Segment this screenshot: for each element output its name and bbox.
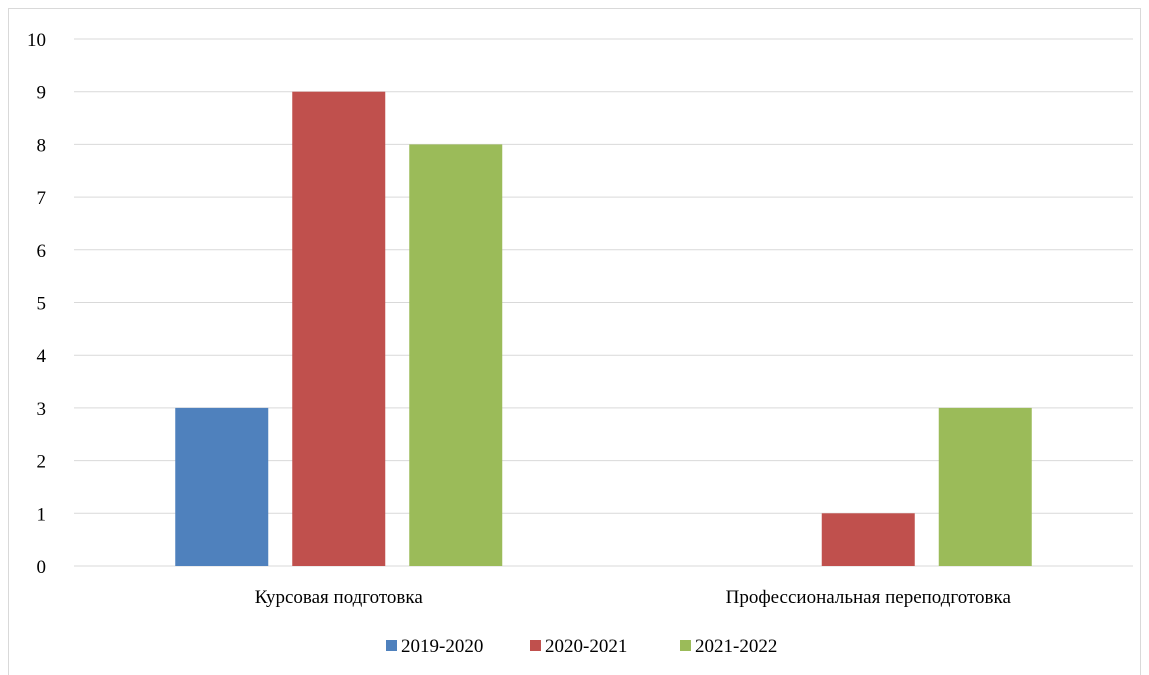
y-axis-ticks: 0 1 2 3 4 5 6 7 8 9 10 <box>27 30 47 578</box>
bar-2019-2020-0 <box>175 407 269 566</box>
y-tick-label: 4 <box>37 346 47 367</box>
bar-2020-2021-0 <box>292 91 386 566</box>
y-tick-label: 0 <box>37 557 47 578</box>
y-tick-label: 6 <box>37 241 47 262</box>
y-tick-label: 7 <box>37 188 47 209</box>
x-category-label: Курсовая подготовка <box>255 587 424 608</box>
bar-2020-2021-1 <box>821 513 915 566</box>
y-tick-label: 1 <box>37 504 47 525</box>
x-axis-categories: Курсовая подготовка Профессиональная пере… <box>255 587 1012 608</box>
x-category-label: Профессиональная переподготовка <box>726 587 1012 608</box>
bar-2021-2022-1 <box>938 407 1032 566</box>
legend: 2019-2020 2020-2021 2021-2022 <box>386 636 777 657</box>
legend-swatch <box>530 640 541 651</box>
y-tick-label: 3 <box>37 399 47 420</box>
y-tick-label: 2 <box>37 452 47 473</box>
legend-label: 2021-2022 <box>695 636 777 657</box>
bars <box>175 91 1032 566</box>
legend-swatch <box>386 640 397 651</box>
y-tick-label: 5 <box>37 294 47 315</box>
y-tick-label: 10 <box>27 30 46 51</box>
y-tick-label: 9 <box>37 83 47 104</box>
chart-frame <box>8 8 1141 675</box>
bar-2021-2022-0 <box>409 144 503 566</box>
legend-label: 2019-2020 <box>401 636 483 657</box>
y-tick-label: 8 <box>37 135 47 156</box>
legend-swatch <box>680 640 691 651</box>
legend-label: 2020-2021 <box>545 636 627 657</box>
